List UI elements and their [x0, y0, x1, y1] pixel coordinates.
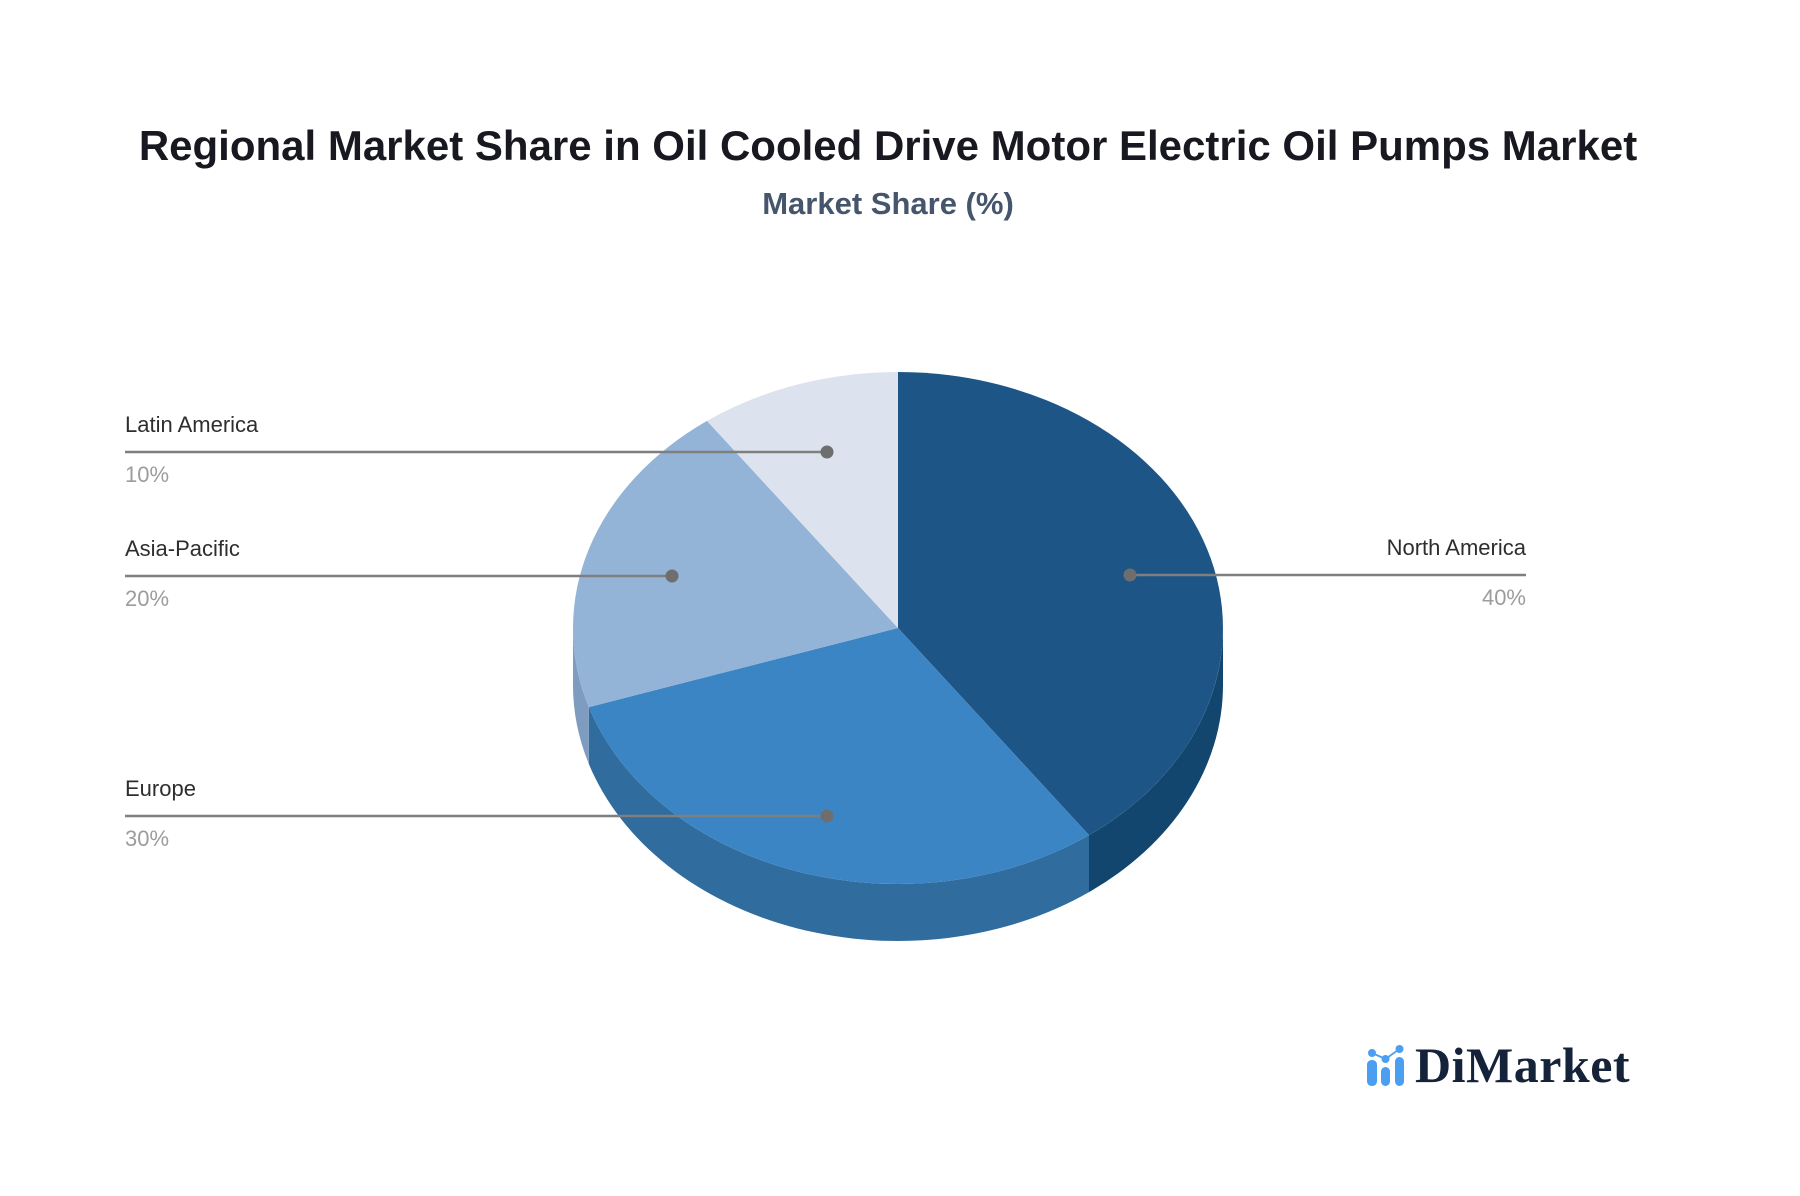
callout-asia-pacific: Asia-Pacific 20% — [125, 534, 240, 614]
pie-slice-north-america — [898, 372, 1223, 836]
callout-percent-europe: 30% — [125, 826, 170, 851]
dimarket-logo-text: DiMarket — [1415, 1037, 1631, 1093]
callout-percent-latin-america: 10% — [125, 462, 170, 487]
pie-side-europe — [588, 707, 1089, 941]
callout-dot-north-america — [1123, 568, 1137, 582]
pie-side-asia-pacific — [573, 628, 589, 765]
pie-slice-asia-pacific — [573, 420, 898, 708]
dimarket-logo-icon — [1367, 1045, 1404, 1086]
callout-dot-europe — [820, 809, 834, 823]
pie-side-north-america — [1089, 628, 1223, 893]
pie-slice-latin-america — [707, 372, 898, 628]
callout-label-latin-america: Latin America — [125, 412, 259, 437]
callout-label-north-america: North America — [1386, 535, 1526, 560]
callout-dot-latin-america — [820, 445, 834, 459]
callout-latin-america: Latin America 10% — [125, 410, 258, 490]
callout-percent-north-america: 40% — [1481, 585, 1526, 610]
pie-slice-europe — [588, 628, 1089, 884]
chart-subtitle: Market Share (%) — [762, 186, 1014, 221]
callout-percent-asia-pacific: 20% — [125, 586, 170, 611]
callout-label-asia-pacific: Asia-Pacific — [125, 536, 240, 561]
callout-label-europe: Europe — [125, 776, 196, 801]
page-title: Regional Market Share in Oil Cooled Driv… — [138, 122, 1638, 169]
callout-dot-asia-pacific — [665, 569, 679, 583]
callout-north-america: North America 40% — [1387, 533, 1526, 613]
callout-europe: Europe 30% — [125, 774, 196, 854]
